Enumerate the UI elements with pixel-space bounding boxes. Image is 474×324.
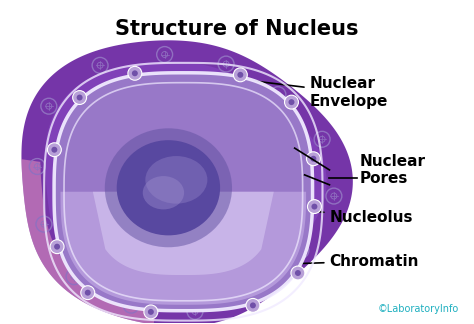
Polygon shape	[45, 62, 327, 305]
Text: ©LaboratoryInfo: ©LaboratoryInfo	[377, 304, 459, 314]
Circle shape	[307, 152, 320, 166]
Circle shape	[47, 143, 61, 157]
Polygon shape	[61, 192, 306, 305]
Circle shape	[308, 200, 321, 214]
Text: Chromatin: Chromatin	[191, 254, 419, 269]
Ellipse shape	[146, 156, 207, 204]
Circle shape	[233, 68, 247, 82]
Circle shape	[291, 266, 305, 280]
Circle shape	[77, 95, 82, 100]
Circle shape	[246, 298, 260, 312]
Circle shape	[295, 270, 301, 276]
Circle shape	[54, 244, 60, 250]
Ellipse shape	[117, 140, 220, 235]
Circle shape	[250, 302, 256, 308]
Circle shape	[144, 305, 158, 319]
Circle shape	[289, 99, 294, 105]
Ellipse shape	[105, 128, 232, 247]
Polygon shape	[54, 73, 312, 311]
Circle shape	[148, 309, 154, 315]
Text: Nucleolus: Nucleolus	[213, 200, 413, 225]
Circle shape	[81, 286, 95, 300]
Circle shape	[85, 290, 91, 295]
Text: Nuclear
Pores: Nuclear Pores	[359, 154, 425, 186]
Text: Nuclear
Envelope: Nuclear Envelope	[238, 76, 388, 109]
Circle shape	[284, 95, 299, 109]
Circle shape	[311, 203, 318, 210]
Polygon shape	[21, 40, 353, 324]
Text: Structure of Nucleus: Structure of Nucleus	[115, 19, 359, 39]
Polygon shape	[21, 159, 156, 324]
Ellipse shape	[143, 176, 184, 209]
Circle shape	[73, 91, 87, 104]
Circle shape	[132, 70, 138, 76]
Circle shape	[50, 240, 64, 254]
Polygon shape	[93, 192, 274, 275]
Circle shape	[51, 147, 57, 153]
Circle shape	[237, 72, 243, 78]
Circle shape	[128, 66, 142, 80]
Circle shape	[310, 156, 316, 162]
